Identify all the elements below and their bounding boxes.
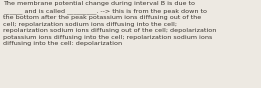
Text: The membrane potential change during interval B is due to
______ and is called _: The membrane potential change during int… xyxy=(3,1,217,46)
